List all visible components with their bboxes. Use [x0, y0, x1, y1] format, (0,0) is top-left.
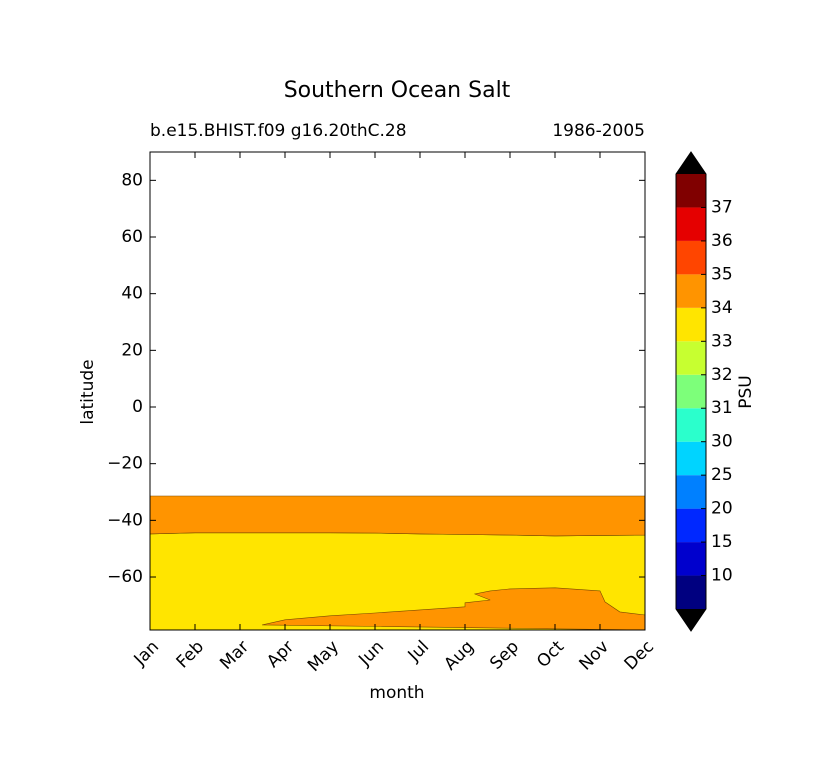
y-tick-label: −40 [107, 510, 143, 530]
x-axis-label: month [369, 683, 424, 703]
colorbar-swatch [676, 240, 706, 275]
subtitle-left: b.e15.BHIST.f09 g16.20thC.28 [150, 121, 407, 141]
colorbar-swatch [676, 441, 706, 476]
plot-frame [149, 151, 646, 631]
colorbar-swatch [676, 374, 706, 409]
contour-region [262, 587, 646, 631]
colorbar-swatch [676, 174, 706, 208]
colorbar-tick-label: 30 [711, 432, 733, 452]
y-tick-label: 80 [121, 170, 143, 190]
colorbar-swatch [676, 408, 706, 442]
y-tick-label: 20 [121, 340, 143, 360]
colorbar-tick-label: 10 [711, 566, 733, 586]
y-axis-label: latitude [78, 359, 98, 424]
colorbar-tick-label: 37 [711, 197, 733, 217]
colorbar-tick-label: 35 [711, 264, 733, 284]
colorbar-swatch [676, 274, 706, 308]
colorbar-swatch [676, 575, 706, 609]
y-tick-label: 40 [121, 284, 143, 304]
chart-title: Southern Ocean Salt [284, 78, 511, 103]
contour-region [149, 495, 646, 537]
colorbar-tick-label: 20 [711, 499, 733, 519]
colorbar-tick-label: 36 [711, 231, 733, 251]
colorbar-swatch [676, 307, 706, 342]
colorbar-tick-label: 34 [711, 298, 733, 318]
y-tick-label: 0 [132, 397, 143, 417]
colorbar-swatch [676, 475, 706, 509]
colorbar-frame [675, 151, 707, 632]
colorbar-label: PSU [736, 375, 756, 409]
colorbar-swatch [676, 207, 706, 241]
colorbar-tick-label: 31 [711, 398, 733, 418]
subtitle-right: 1986-2005 [552, 121, 645, 141]
colorbar-swatch [676, 341, 706, 375]
colorbar-tick-label: 25 [711, 465, 733, 485]
colorbar-swatch [676, 508, 706, 543]
colorbar-tick-label: 15 [711, 532, 733, 552]
colorbar-swatch [676, 542, 706, 576]
y-tick-label: −60 [107, 567, 143, 587]
y-tick-label: −20 [107, 454, 143, 474]
y-tick-label: 60 [121, 227, 143, 247]
colorbar-tick-label: 33 [711, 331, 733, 351]
colorbar-extend-bottom [676, 609, 706, 631]
colorbar-extend-top [676, 152, 706, 174]
colorbar-tick-label: 32 [711, 365, 733, 385]
